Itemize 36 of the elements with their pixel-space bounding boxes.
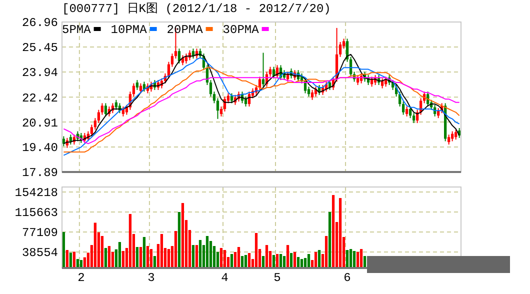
y-tick-label: 77109 — [22, 226, 58, 240]
x-tick-label: 2 — [78, 271, 85, 285]
candlestick — [136, 80, 139, 90]
candlestick — [380, 78, 384, 89]
chart-title: [000777] 日K图 (2012/1/18 - 2012/7/20) — [62, 2, 331, 16]
y-tick-label: 17.89 — [22, 166, 58, 180]
candlestick — [262, 52, 265, 88]
y-tick-label: 115663 — [14, 206, 58, 220]
candlestick — [216, 98, 220, 120]
x-tick-label: 4 — [221, 271, 228, 285]
y-tick-label: 154218 — [14, 186, 58, 200]
candlestick — [406, 106, 408, 117]
candlestick — [114, 99, 118, 110]
y-tick-label: 20.91 — [22, 116, 58, 130]
candlestick — [454, 129, 458, 140]
candlestick — [448, 134, 450, 146]
candlestick — [104, 102, 107, 117]
y-tick-label: 25.45 — [22, 41, 58, 56]
candlestick — [178, 48, 181, 64]
y-tick-label: 22.42 — [22, 91, 58, 106]
candlestick — [244, 96, 248, 108]
x-tick-label: 3 — [148, 271, 155, 285]
y-tick-label: 19.40 — [22, 141, 58, 156]
y-tick-label: 38554 — [22, 246, 58, 260]
candlestick — [139, 82, 142, 94]
x-tick-label: 6 — [344, 271, 351, 285]
candlestick — [409, 106, 412, 119]
legend-label: 10PMA — [110, 23, 148, 38]
legend-label: 30PMA — [222, 23, 260, 38]
legend-label: 5PMA — [62, 23, 92, 38]
x-tick-label: 5 — [274, 271, 281, 285]
candlestick — [451, 130, 454, 142]
y-tick-label: 26.96 — [22, 16, 58, 30]
y-tick-label: 23.94 — [22, 66, 58, 80]
candlestick — [258, 76, 262, 90]
candlestick — [310, 89, 314, 100]
